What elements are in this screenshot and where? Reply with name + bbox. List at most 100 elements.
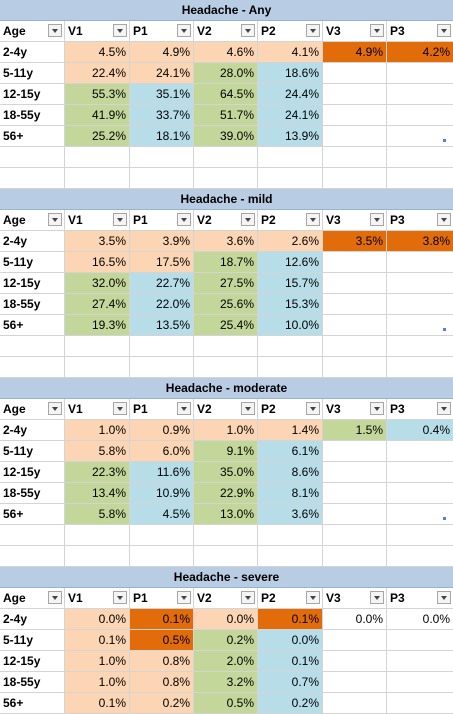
value-cell[interactable] — [387, 315, 453, 335]
value-cell[interactable] — [387, 651, 453, 671]
value-cell[interactable]: 16.5% — [65, 252, 130, 272]
empty-cell[interactable] — [323, 357, 387, 377]
value-cell[interactable]: 22.4% — [65, 63, 130, 83]
age-cell[interactable]: 2-4y — [0, 42, 65, 62]
value-cell[interactable] — [387, 483, 453, 503]
value-cell[interactable]: 0.8% — [130, 672, 194, 692]
empty-cell[interactable] — [65, 168, 130, 188]
empty-cell[interactable] — [65, 336, 130, 356]
empty-cell[interactable] — [65, 525, 130, 545]
value-cell[interactable]: 18.1% — [130, 126, 194, 146]
value-cell[interactable]: 35.0% — [194, 462, 258, 482]
value-cell[interactable] — [323, 504, 387, 524]
value-cell[interactable]: 33.7% — [130, 105, 194, 125]
value-cell[interactable]: 32.0% — [65, 273, 130, 293]
age-cell[interactable]: 56+ — [0, 504, 65, 524]
table-resize-handle[interactable] — [443, 328, 446, 331]
value-cell[interactable]: 13.0% — [194, 504, 258, 524]
empty-cell[interactable] — [258, 147, 323, 167]
value-cell[interactable] — [387, 441, 453, 461]
empty-cell[interactable] — [0, 357, 65, 377]
filter-dropdown-icon[interactable] — [370, 591, 384, 604]
empty-cell[interactable] — [194, 546, 258, 566]
value-cell[interactable]: 1.0% — [65, 651, 130, 671]
filter-dropdown-icon[interactable] — [113, 591, 127, 604]
empty-cell[interactable] — [0, 546, 65, 566]
filter-dropdown-icon[interactable] — [113, 24, 127, 37]
value-cell[interactable]: 25.4% — [194, 315, 258, 335]
value-cell[interactable]: 0.1% — [65, 630, 130, 650]
value-cell[interactable]: 1.5% — [323, 420, 387, 440]
filter-dropdown-icon[interactable] — [437, 24, 451, 37]
filter-dropdown-icon[interactable] — [306, 213, 320, 226]
value-cell[interactable]: 22.0% — [130, 294, 194, 314]
filter-dropdown-icon[interactable] — [241, 24, 255, 37]
value-cell[interactable]: 27.4% — [65, 294, 130, 314]
value-cell[interactable] — [323, 63, 387, 83]
value-cell[interactable]: 12.6% — [258, 252, 323, 272]
value-cell[interactable]: 3.6% — [258, 504, 323, 524]
age-cell[interactable]: 2-4y — [0, 231, 65, 251]
empty-cell[interactable] — [130, 168, 194, 188]
value-cell[interactable] — [387, 504, 453, 524]
value-cell[interactable] — [323, 693, 387, 713]
value-cell[interactable]: 2.6% — [258, 231, 323, 251]
value-cell[interactable] — [323, 294, 387, 314]
age-cell[interactable]: 12-15y — [0, 651, 65, 671]
age-cell[interactable]: 18-55y — [0, 672, 65, 692]
value-cell[interactable] — [323, 672, 387, 692]
value-cell[interactable]: 51.7% — [194, 105, 258, 125]
value-cell[interactable] — [323, 651, 387, 671]
value-cell[interactable]: 3.9% — [130, 231, 194, 251]
filter-dropdown-icon[interactable] — [306, 591, 320, 604]
value-cell[interactable]: 4.5% — [65, 42, 130, 62]
value-cell[interactable]: 13.9% — [258, 126, 323, 146]
value-cell[interactable]: 3.2% — [194, 672, 258, 692]
age-cell[interactable]: 12-15y — [0, 273, 65, 293]
value-cell[interactable]: 9.1% — [194, 441, 258, 461]
value-cell[interactable] — [387, 294, 453, 314]
value-cell[interactable]: 39.0% — [194, 126, 258, 146]
value-cell[interactable] — [323, 315, 387, 335]
value-cell[interactable]: 18.6% — [258, 63, 323, 83]
empty-cell[interactable] — [65, 546, 130, 566]
value-cell[interactable] — [323, 252, 387, 272]
value-cell[interactable]: 41.9% — [65, 105, 130, 125]
value-cell[interactable]: 6.0% — [130, 441, 194, 461]
age-cell[interactable]: 5-11y — [0, 630, 65, 650]
value-cell[interactable] — [323, 126, 387, 146]
value-cell[interactable]: 13.4% — [65, 483, 130, 503]
filter-dropdown-icon[interactable] — [306, 402, 320, 415]
value-cell[interactable] — [387, 630, 453, 650]
value-cell[interactable] — [387, 273, 453, 293]
empty-cell[interactable] — [130, 147, 194, 167]
value-cell[interactable]: 15.7% — [258, 273, 323, 293]
empty-cell[interactable] — [0, 336, 65, 356]
value-cell[interactable]: 3.6% — [194, 231, 258, 251]
value-cell[interactable]: 5.8% — [65, 441, 130, 461]
value-cell[interactable]: 8.6% — [258, 462, 323, 482]
empty-cell[interactable] — [194, 336, 258, 356]
filter-dropdown-icon[interactable] — [48, 402, 62, 415]
value-cell[interactable] — [387, 462, 453, 482]
filter-dropdown-icon[interactable] — [113, 213, 127, 226]
value-cell[interactable]: 0.0% — [258, 630, 323, 650]
empty-cell[interactable] — [323, 168, 387, 188]
value-cell[interactable] — [323, 483, 387, 503]
empty-cell[interactable] — [323, 525, 387, 545]
value-cell[interactable]: 0.0% — [65, 609, 130, 629]
value-cell[interactable] — [387, 126, 453, 146]
filter-dropdown-icon[interactable] — [370, 402, 384, 415]
value-cell[interactable] — [323, 462, 387, 482]
value-cell[interactable] — [323, 84, 387, 104]
value-cell[interactable]: 22.7% — [130, 273, 194, 293]
value-cell[interactable]: 4.5% — [130, 504, 194, 524]
value-cell[interactable]: 6.1% — [258, 441, 323, 461]
filter-dropdown-icon[interactable] — [48, 24, 62, 37]
value-cell[interactable]: 24.4% — [258, 84, 323, 104]
value-cell[interactable]: 0.2% — [194, 630, 258, 650]
value-cell[interactable]: 4.2% — [387, 42, 453, 62]
empty-cell[interactable] — [323, 336, 387, 356]
empty-cell[interactable] — [258, 357, 323, 377]
empty-cell[interactable] — [323, 546, 387, 566]
